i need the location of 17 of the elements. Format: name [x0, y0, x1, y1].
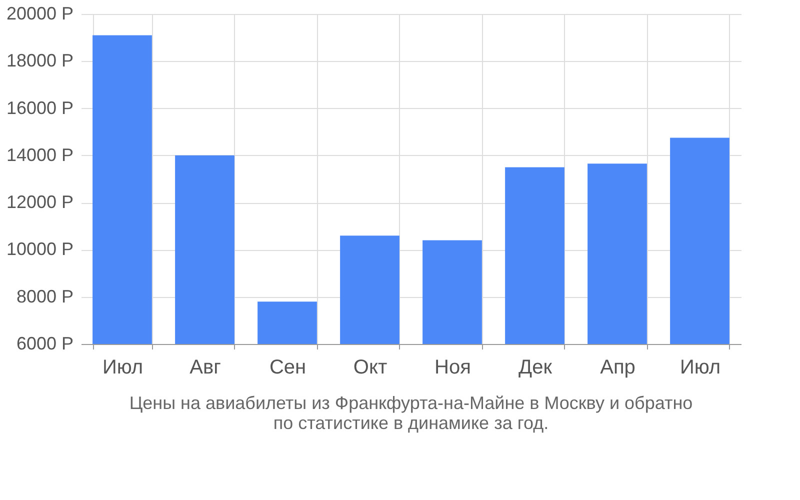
x-tick-label: Апр — [600, 356, 636, 378]
x-tick-label: Июл — [102, 356, 144, 378]
x-tick-label: Июл — [680, 356, 721, 378]
x-tick-label: Сен — [269, 356, 306, 378]
y-tick-label: 16000 Р — [6, 98, 74, 118]
y-tick-label: 12000 Р — [6, 192, 74, 212]
text: Цены на авиабилеты из Франкфурта-на-Майне в Москву и обратно по статистике в динамике за год. — [129, 393, 693, 433]
x-tick-label: Авг — [190, 356, 221, 378]
x-tick-label: Окт — [353, 356, 388, 378]
y-tick-label: 10000 Р — [6, 239, 74, 260]
x-tick-label: Дек — [518, 356, 552, 378]
x-tick-label: Ноя — [434, 356, 471, 378]
y-tick-label: 20000 Р — [6, 4, 74, 24]
y-tick-label: 8000 Р — [16, 286, 74, 306]
y-tick-label: 14000 Р — [6, 144, 74, 165]
y-tick-label: 18000 Р — [6, 50, 74, 71]
y-tick-label: 6000 Р — [16, 334, 74, 354]
